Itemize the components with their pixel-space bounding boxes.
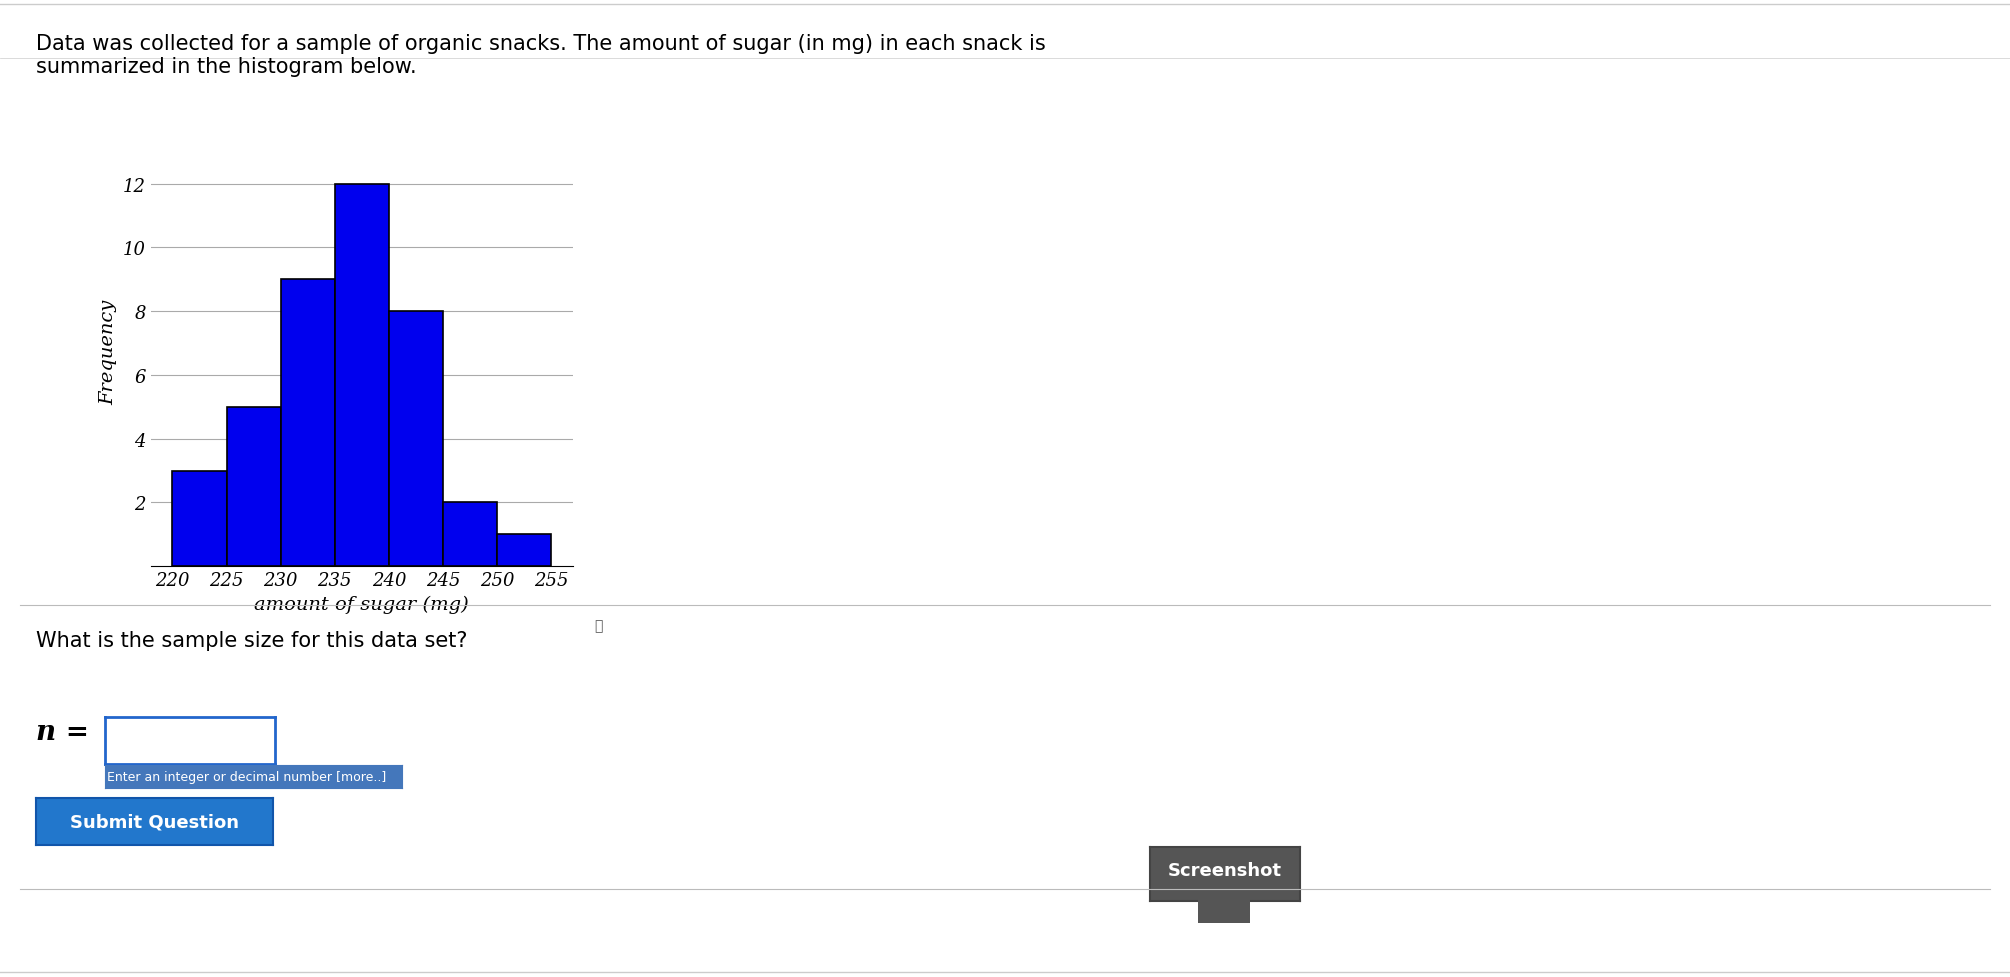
Bar <box>496 534 551 567</box>
Bar <box>173 471 227 567</box>
Text: Data was collected for a sample of organic snacks. The amount of sugar (in mg) i: Data was collected for a sample of organ… <box>36 34 1045 77</box>
Text: What is the sample size for this data set?: What is the sample size for this data se… <box>36 630 468 650</box>
Text: Submit Question: Submit Question <box>70 813 239 830</box>
Y-axis label: Frequency: Frequency <box>98 299 117 404</box>
Bar <box>227 407 281 567</box>
Text: n =: n = <box>36 718 88 745</box>
Bar <box>442 503 496 567</box>
Bar <box>281 280 336 567</box>
Bar <box>336 185 388 567</box>
Polygon shape <box>1208 896 1240 923</box>
Text: 🔍: 🔍 <box>595 618 603 632</box>
X-axis label: amount of sugar (mg): amount of sugar (mg) <box>255 595 468 614</box>
Text: Enter an integer or decimal number [more..]: Enter an integer or decimal number [more… <box>107 770 386 784</box>
Bar <box>388 312 442 567</box>
Text: Screenshot: Screenshot <box>1168 861 1282 878</box>
